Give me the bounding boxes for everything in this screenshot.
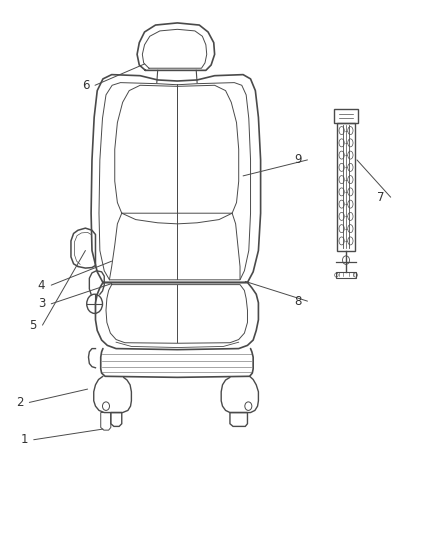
Text: 5: 5 bbox=[29, 319, 36, 332]
Text: 9: 9 bbox=[294, 154, 302, 166]
Text: 3: 3 bbox=[38, 297, 45, 310]
Text: 6: 6 bbox=[81, 79, 89, 92]
Text: 1: 1 bbox=[20, 433, 28, 446]
Text: 4: 4 bbox=[38, 279, 46, 292]
Text: 2: 2 bbox=[16, 396, 24, 409]
Text: 8: 8 bbox=[294, 295, 301, 308]
Text: 7: 7 bbox=[377, 191, 385, 204]
